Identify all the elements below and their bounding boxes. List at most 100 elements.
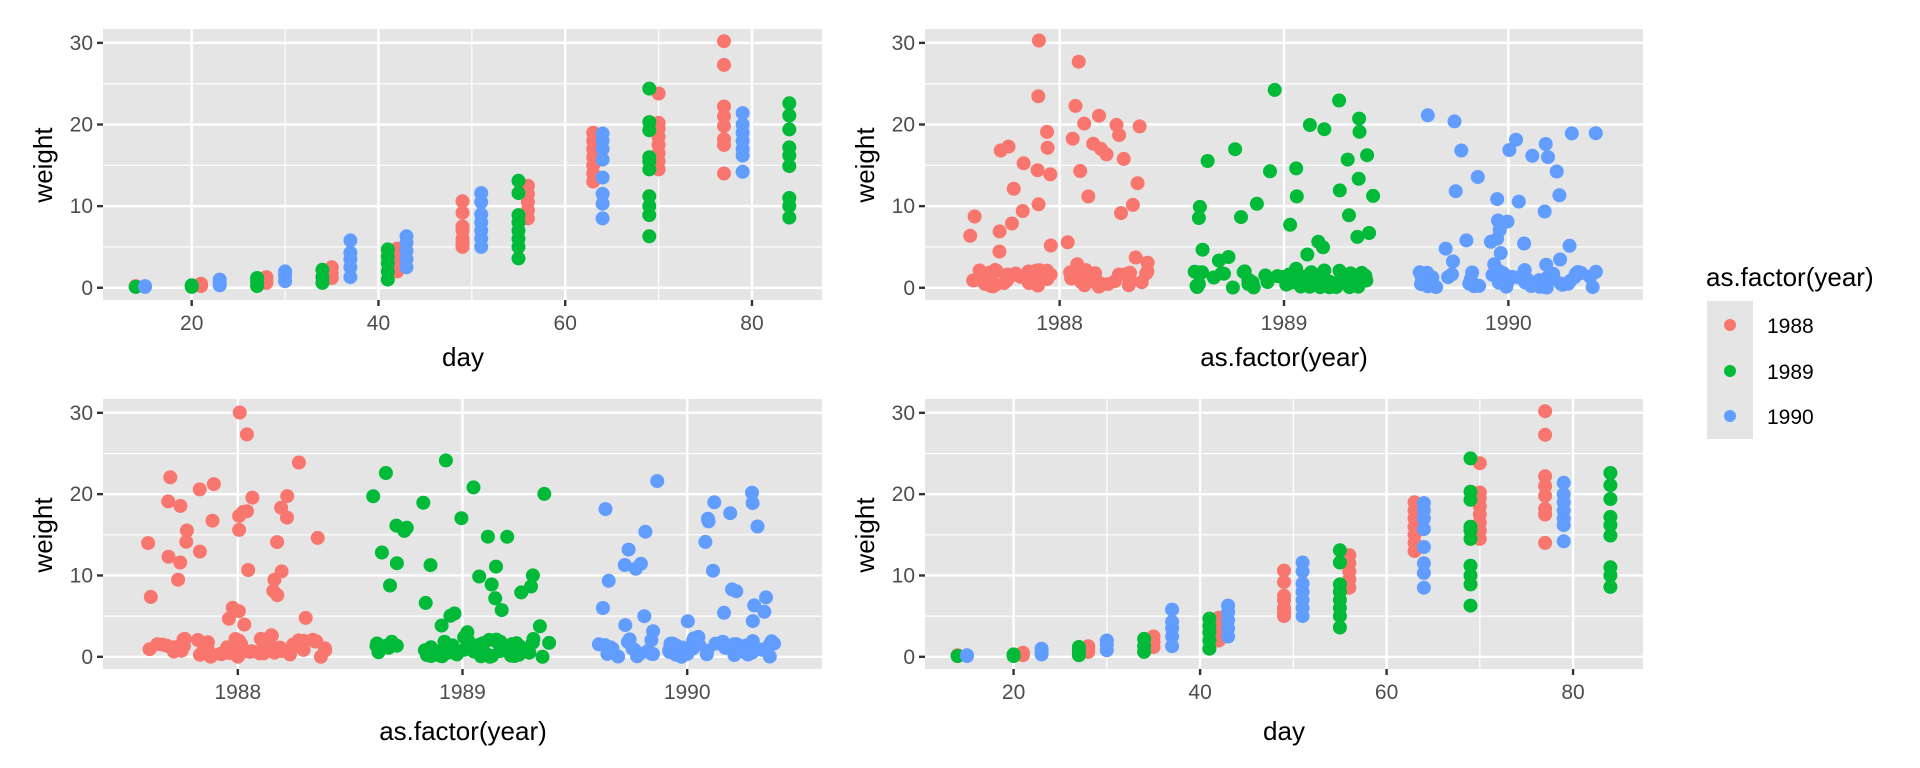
point-1989 <box>511 173 526 188</box>
point-1988 <box>161 494 176 509</box>
point-1989 <box>418 595 433 610</box>
point-1990 <box>1459 233 1474 248</box>
legend-label: 1990 <box>1767 406 1814 429</box>
point-1988 <box>1128 250 1143 265</box>
point-1988 <box>1040 140 1055 155</box>
y-tick-label: 30 <box>70 32 93 55</box>
x-tick-label: 20 <box>180 312 203 335</box>
y-tick-label: 10 <box>70 564 93 587</box>
point-1989 <box>1463 451 1478 466</box>
point-1990 <box>717 605 731 620</box>
point-1988 <box>1077 116 1092 131</box>
point-1988 <box>1031 89 1046 104</box>
point-1990 <box>1556 487 1571 502</box>
point-1990 <box>1568 266 1583 281</box>
point-1989 <box>1463 519 1478 534</box>
point-1988 <box>192 544 207 559</box>
point-1989 <box>1603 560 1618 575</box>
point-1989 <box>532 619 547 634</box>
point-1990 <box>727 637 742 652</box>
panel-jitter-top: 0 10 20 30 1988 1989 1990 <box>892 29 1643 335</box>
point-1988 <box>274 500 289 515</box>
point-1988 <box>455 219 470 234</box>
points <box>950 404 1618 663</box>
point-1988 <box>1001 139 1016 154</box>
y-axis-title: weight <box>28 127 58 204</box>
x-tick-label: 20 <box>1002 681 1025 704</box>
point-1989 <box>1195 265 1210 280</box>
point-1989 <box>1191 211 1206 225</box>
point-1990 <box>698 534 713 549</box>
point-1989 <box>782 122 797 137</box>
point-1988 <box>1538 469 1553 484</box>
point-1988 <box>1031 33 1046 48</box>
point-1988 <box>191 633 205 647</box>
point-1990 <box>1438 241 1453 256</box>
point-1988 <box>986 277 1001 292</box>
y-axis-title: weight <box>850 127 880 204</box>
point-1990 <box>595 601 610 615</box>
point-1989 <box>522 645 537 660</box>
point-1990 <box>644 633 659 648</box>
point-1988 <box>992 244 1007 259</box>
point-1990 <box>1546 266 1561 281</box>
point-1988 <box>232 633 246 648</box>
point-1988 <box>179 534 194 549</box>
point-1989 <box>1463 568 1478 583</box>
point-1990 <box>1447 114 1462 129</box>
point-1990 <box>745 645 760 660</box>
point-1989 <box>1351 171 1366 186</box>
point-1989 <box>488 591 503 606</box>
y-tick-label: 0 <box>81 646 93 669</box>
point-1988 <box>1538 479 1553 493</box>
point-1988 <box>308 634 322 649</box>
point-1990 <box>617 558 632 572</box>
point-1989 <box>1006 647 1021 662</box>
point-1988 <box>1093 278 1108 293</box>
point-1989 <box>1228 142 1243 157</box>
point-1990 <box>399 229 414 244</box>
point-1988 <box>1015 204 1030 218</box>
y-tick-label: 0 <box>81 277 93 300</box>
point-1988 <box>161 549 176 564</box>
point-1989 <box>1289 161 1304 176</box>
point-1990 <box>706 563 720 578</box>
point-1988 <box>967 209 982 224</box>
x-axis-title: as.factor(year) <box>1200 342 1368 372</box>
point-1990 <box>1553 252 1568 267</box>
point-1990 <box>1165 614 1180 629</box>
panel-jitter-bottom: 0 10 20 30 1988 1989 1990 <box>70 399 822 704</box>
point-1988 <box>173 555 188 570</box>
point-1990 <box>595 196 610 211</box>
point-1988 <box>1538 535 1553 550</box>
y-tick-label: 30 <box>70 402 93 425</box>
point-1989 <box>524 579 538 594</box>
y-tick-label: 20 <box>70 483 93 506</box>
point-1989 <box>1352 124 1367 139</box>
point-1989 <box>423 558 438 573</box>
point-1989 <box>1071 640 1086 654</box>
point-1988 <box>717 99 731 114</box>
legend-title: as.factor(year) <box>1706 262 1874 292</box>
point-1989 <box>437 639 452 654</box>
point-1988 <box>1036 271 1051 286</box>
point-1989 <box>1267 82 1282 97</box>
point-1990 <box>625 641 640 656</box>
point-1988 <box>171 572 186 587</box>
point-1989 <box>1214 266 1229 281</box>
point-1988 <box>174 643 189 658</box>
point-1990 <box>637 609 652 624</box>
point-1989 <box>1302 118 1317 132</box>
point-1990 <box>745 496 760 511</box>
point-1990 <box>757 604 772 619</box>
point-1989 <box>1603 509 1618 524</box>
point-1988 <box>221 611 236 626</box>
point-1989 <box>1603 478 1618 493</box>
point-1990 <box>735 164 750 179</box>
point-1989 <box>424 642 439 657</box>
y-tick-label: 20 <box>892 483 915 506</box>
point-1988 <box>236 505 251 519</box>
point-1988 <box>717 166 731 181</box>
point-1988 <box>241 563 256 577</box>
point-1990 <box>1517 236 1532 251</box>
